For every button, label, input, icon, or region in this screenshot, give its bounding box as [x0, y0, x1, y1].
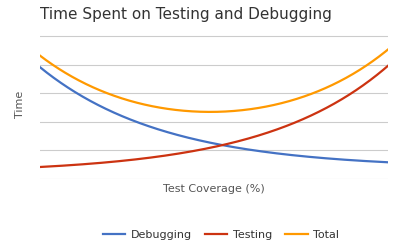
Testing [203, 147, 208, 150]
Total [205, 110, 210, 113]
Legend: Debugging, Testing, Total: Debugging, Testing, Total [98, 226, 344, 245]
Debugging [203, 140, 208, 143]
Line: Debugging: Debugging [40, 67, 388, 162]
Debugging [245, 148, 250, 151]
Testing [386, 64, 390, 67]
Debugging [377, 160, 382, 163]
Testing [245, 137, 250, 140]
Line: Testing: Testing [40, 66, 388, 167]
Debugging [226, 145, 231, 148]
Debugging [386, 161, 390, 164]
Total [246, 108, 250, 111]
Total [386, 48, 390, 51]
Line: Total: Total [40, 50, 388, 112]
Y-axis label: Time: Time [15, 91, 25, 118]
Testing [226, 142, 231, 145]
Debugging [323, 157, 328, 160]
Testing [323, 107, 328, 110]
Total [208, 110, 212, 113]
Testing [38, 165, 42, 168]
Debugging [205, 141, 210, 144]
Debugging [38, 66, 42, 69]
Total [378, 54, 383, 57]
X-axis label: Test Coverage (%): Test Coverage (%) [163, 184, 265, 194]
Total [203, 110, 208, 113]
Text: Time Spent on Testing and Debugging: Time Spent on Testing and Debugging [40, 7, 332, 22]
Total [38, 54, 42, 57]
Total [324, 86, 328, 89]
Testing [205, 147, 210, 150]
Total [226, 110, 231, 113]
Testing [377, 71, 382, 74]
